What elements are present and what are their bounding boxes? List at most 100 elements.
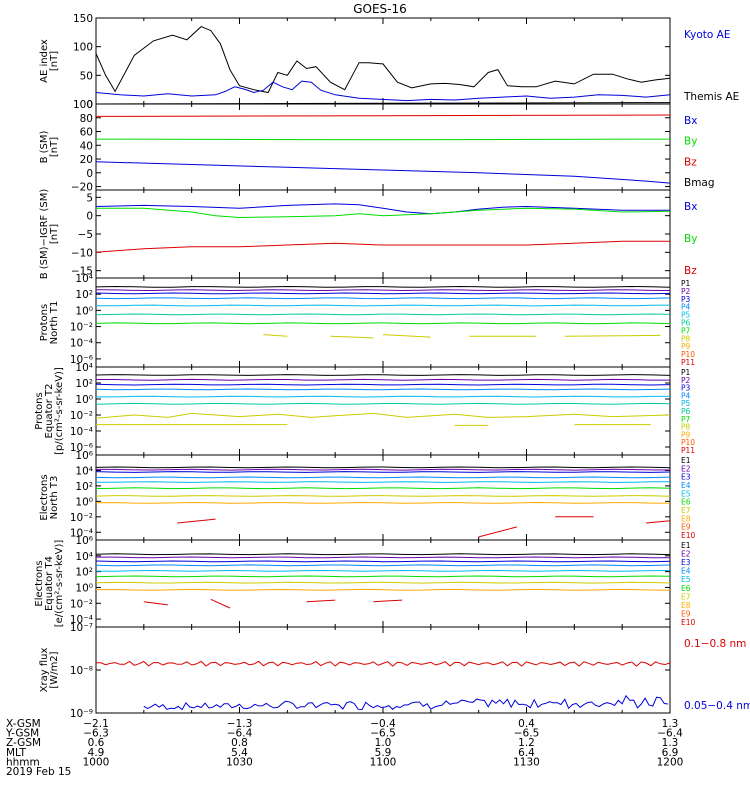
ylabel-pe-0: Protons — [34, 392, 45, 429]
series-pe-P6 — [95, 402, 671, 405]
legend-bsm-0: Bx — [684, 115, 697, 127]
ytick-label-bres-1: 0 — [86, 211, 93, 223]
legend-ee-0: E1 — [681, 541, 691, 550]
legend-pn-3: P4 — [681, 303, 691, 312]
legend-bsm-1: By — [684, 136, 697, 148]
ephem-row-label-2: Z-GSM — [6, 737, 41, 749]
series-ee-E8 — [95, 588, 671, 591]
ytick-label-bsm-4: 20 — [80, 154, 93, 166]
legend-bres-2: Bz — [684, 265, 697, 277]
legend-pn-2: P3 — [681, 295, 691, 304]
legend-en-2: E3 — [681, 473, 691, 482]
legend-pe-9: P10 — [681, 438, 695, 447]
series-bsm-0 — [95, 102, 671, 105]
ylabel-en-0: Electrons — [39, 474, 50, 520]
ytick-label-ae-0: 0 — [86, 99, 93, 111]
series-en-E7 — [95, 495, 671, 497]
panel-frame-xray — [95, 626, 671, 714]
legend-pn-1: P2 — [681, 287, 691, 296]
legend-en-3: E4 — [681, 481, 691, 490]
series-ee-E2 — [96, 556, 670, 559]
segment-ee-2 — [306, 599, 336, 603]
series-bsm-2 — [95, 138, 671, 141]
ytick-label-pn-1: 10² — [75, 289, 93, 301]
series-pn-P6 — [95, 313, 671, 316]
series-bres-1 — [96, 207, 671, 219]
ephem-row-label-0: X-GSM — [6, 718, 41, 730]
legend-pe-4: P5 — [681, 399, 691, 408]
ytick-label-pn-0: 10⁴ — [75, 273, 93, 285]
ytick-label-en-1: 10⁴ — [75, 465, 93, 477]
series-en-E2 — [96, 468, 671, 471]
figure-title: GOES-16 — [353, 2, 407, 16]
ephem-value-2-3: 5.9 — [375, 747, 392, 759]
series-ee-E1 — [95, 553, 671, 556]
panel-frame-ae — [95, 17, 671, 105]
ephem-value-2-1: −6.5 — [370, 728, 396, 740]
ylabel-ee-0: Electrons — [34, 560, 45, 606]
series-pe-P5 — [96, 395, 671, 398]
ephem-value-3-3: 6.4 — [518, 747, 535, 759]
ephem-value-1-3: 5.4 — [231, 747, 248, 759]
ylabel-pn-1: North T1 — [49, 301, 60, 345]
ephem-value-0-0: −2.1 — [83, 718, 109, 730]
ytick-label-pn-3: 10⁻² — [70, 322, 93, 334]
ephem-value-0-1: −6.3 — [83, 728, 109, 740]
ylabel-bres-1: [nT] — [49, 224, 60, 244]
series-pe-P4 — [95, 388, 671, 391]
series-bres-2 — [95, 240, 670, 253]
ytick-label-bres-2: −5 — [78, 229, 93, 241]
panel-frame-bres — [95, 189, 671, 279]
ytick-label-en-2: 10² — [75, 481, 93, 493]
ephem-value-3-0: 0.4 — [518, 718, 535, 730]
series-pn-P2 — [95, 289, 671, 292]
ytick-label-bsm-2: 60 — [80, 127, 93, 139]
ylabel-pe-2: [p/(cm²-s-sr-keV)] — [54, 367, 65, 455]
ephem-value-4-1: −6.4 — [657, 728, 683, 740]
ytick-label-ae-2: 100 — [73, 42, 93, 54]
legend-ee-4: E5 — [681, 575, 691, 584]
legend-ee-1: E2 — [681, 550, 691, 559]
ylabel-xray-0: Xray flux — [39, 648, 50, 693]
series-en-E5 — [96, 481, 671, 483]
legend-pe-0: P1 — [681, 368, 691, 377]
ylabel-pe-1: Equator T2 — [44, 384, 55, 439]
legend-pn-0: P1 — [681, 279, 691, 288]
legend-ee-9: E10 — [681, 618, 696, 627]
ylabel-ae-1: [nT] — [49, 51, 60, 71]
legend-pe-1: P2 — [681, 376, 691, 385]
ytick-label-bsm-5: 0 — [86, 168, 93, 180]
ytick-label-en-3: 10⁰ — [75, 496, 93, 508]
ytick-label-bres-3: −10 — [71, 247, 93, 259]
legend-pn-4: P5 — [681, 311, 691, 320]
ytick-label-bres-0: 5 — [86, 192, 93, 204]
legend-xray-1: 0.05−0.4 nm — [684, 700, 750, 712]
legend-en-6: E7 — [681, 506, 691, 515]
ytick-label-xray-2: 10⁻⁹ — [70, 708, 93, 720]
legend-pn-6: P7 — [681, 326, 691, 335]
ephem-value-4-2: 1.3 — [662, 737, 679, 749]
series-pn-P4 — [95, 297, 671, 300]
series-ee-E4 — [95, 564, 671, 567]
ytick-label-bsm-6: −20 — [71, 182, 93, 194]
segment-ee-0 — [143, 601, 168, 606]
segment-pn-1 — [330, 335, 374, 339]
ytick-label-ee-4: 10⁻² — [70, 598, 93, 610]
segment-pn-0 — [263, 334, 288, 337]
legend-en-5: E6 — [681, 498, 691, 507]
legend-ee-2: E3 — [681, 558, 691, 567]
legend-en-8: E9 — [681, 523, 691, 532]
ylabel-bsm-1: [nT] — [49, 137, 60, 157]
legend-ee-8: E9 — [681, 609, 691, 618]
legend-pe-10: P11 — [681, 446, 695, 455]
legend-ae-0: Kyoto AE — [684, 29, 730, 41]
segment-pn-2 — [382, 334, 431, 338]
ytick-label-ee-2: 10² — [75, 567, 93, 579]
legend-en-4: E5 — [681, 489, 691, 498]
ephem-value-4-4: 1200 — [657, 756, 684, 768]
segment-en-3 — [646, 520, 671, 524]
ytick-label-bsm-0: 100 — [73, 99, 93, 111]
ytick-label-pn-5: 10⁻⁶ — [70, 354, 93, 366]
ytick-label-bsm-3: 40 — [80, 140, 93, 152]
series-pe-wiggle — [95, 412, 671, 419]
